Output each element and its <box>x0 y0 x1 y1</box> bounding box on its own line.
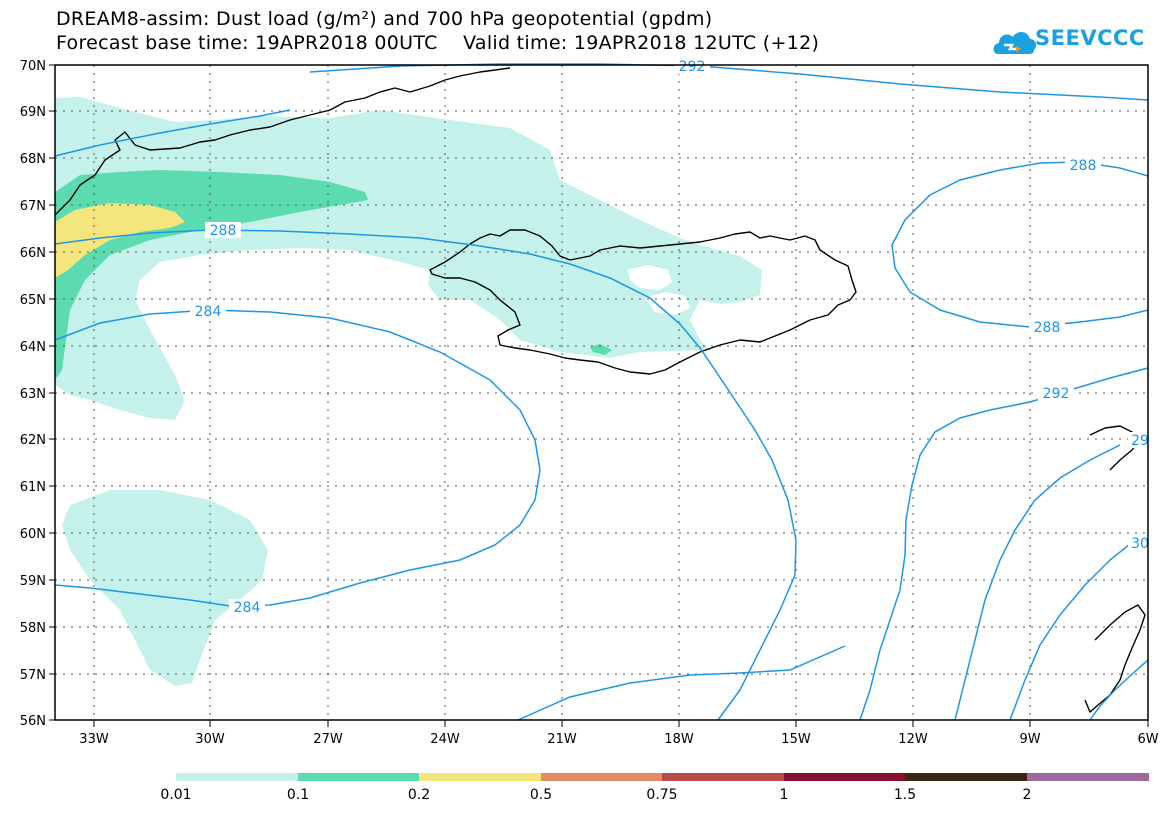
colorbar-swatch <box>176 773 298 781</box>
contour-label-296-edge: 29 <box>1131 433 1149 449</box>
contour-300-right <box>1009 539 1136 721</box>
lat-label: 60N <box>20 527 46 542</box>
colorbar-label: 0.2 <box>408 787 430 803</box>
contour-label-288-right-bottom: 288 <box>1034 320 1061 336</box>
longitude-axis: 33W 30W 27W 24W 21W 18W 15W 12W 9W 6W <box>79 720 1159 747</box>
lat-label: 58N <box>20 621 46 636</box>
dust-gap-iceland-1 <box>628 265 672 290</box>
lat-label: 56N <box>20 714 46 729</box>
contour-label-288-left: 288 <box>210 223 237 239</box>
contour-label-284-bottom: 284 <box>234 600 261 616</box>
scotland-coast <box>1084 604 1146 713</box>
contour-label-292-right: 292 <box>1043 386 1070 402</box>
lat-label: 68N <box>20 152 46 167</box>
colorbar-label: 0.1 <box>287 787 309 803</box>
lat-label: 69N <box>20 105 46 120</box>
colorbar-label: 1 <box>780 787 789 803</box>
colorbar-swatch <box>905 773 1027 781</box>
lat-label: 67N <box>20 199 46 214</box>
lat-label: 66N <box>20 246 46 261</box>
seevccc-logo <box>993 31 1037 54</box>
map-title: DREAM8-assim: Dust load (g/m²) and 700 h… <box>56 8 713 30</box>
colorbar-swatch <box>662 773 784 781</box>
contour-288-right <box>891 161 1149 328</box>
contour-label-292-top: 292 <box>679 59 706 75</box>
lon-label: 27W <box>313 732 343 747</box>
contour-label-284-top: 284 <box>195 304 222 320</box>
lat-label: 64N <box>20 340 46 355</box>
colorbar-label: 0.75 <box>646 787 677 803</box>
contour-labels: 292 288 288 288 284 284 292 29 30 <box>190 58 1149 616</box>
colorbar-swatch <box>1027 773 1149 781</box>
lon-label: 30W <box>195 732 225 747</box>
colorbar-label: 2 <box>1023 787 1032 803</box>
colorbar-swatch <box>419 773 541 781</box>
lon-label: 33W <box>79 732 109 747</box>
lat-label: 59N <box>20 574 46 589</box>
lon-label: 18W <box>664 732 694 747</box>
contour-284-lower <box>517 645 846 721</box>
lat-label: 63N <box>20 387 46 402</box>
colorbar-swatch <box>784 773 905 781</box>
lat-label: 61N <box>20 480 46 495</box>
dust-load-shading <box>55 97 762 686</box>
dust-area-0.2 <box>55 203 185 278</box>
graticule <box>55 65 1148 720</box>
dust-area-0.1-spot <box>590 344 612 355</box>
lon-label: 12W <box>898 732 928 747</box>
colorbar-label: 0.5 <box>530 787 552 803</box>
lat-label: 65N <box>20 293 46 308</box>
contour-288-left <box>54 109 291 157</box>
colorbar: 0.01 0.1 0.2 0.5 0.75 1 1.5 2 <box>160 773 1149 803</box>
colorbar-label: 1.5 <box>894 787 916 803</box>
colorbar-label: 0.01 <box>160 787 191 803</box>
lon-label: 9W <box>1019 732 1040 747</box>
coastlines <box>54 67 1146 713</box>
contour-292-right <box>859 367 1149 721</box>
lat-label: 70N <box>20 59 46 74</box>
contour-304-right <box>1089 659 1149 721</box>
latitude-axis: 70N 69N 68N 67N 66N 65N 64N 63N 62N 61N … <box>20 59 55 729</box>
contour-label-288-right-top: 288 <box>1070 158 1097 174</box>
contour-label-300-edge: 30 <box>1131 536 1149 552</box>
dust-area-0.01-main <box>55 97 762 420</box>
lon-label: 6W <box>1137 732 1158 747</box>
lat-label: 62N <box>20 433 46 448</box>
iceland-coast <box>429 229 857 375</box>
colorbar-swatch <box>298 773 419 781</box>
logo-text: SEEVCCC <box>1035 26 1145 50</box>
greenland-coast <box>54 67 511 216</box>
lat-label: 57N <box>20 668 46 683</box>
lon-label: 15W <box>781 732 811 747</box>
cloud-icon <box>993 31 1037 54</box>
colorbar-swatch <box>541 773 662 781</box>
contour-292-top <box>309 63 1149 101</box>
contour-288-main <box>54 229 797 721</box>
map-subtitle: Forecast base time: 19APR2018 00UTC Vali… <box>56 32 820 54</box>
dust-area-0.01-south <box>62 490 268 686</box>
lon-label: 24W <box>430 732 460 747</box>
contour-296-right <box>954 444 1121 721</box>
lon-label: 21W <box>547 732 577 747</box>
